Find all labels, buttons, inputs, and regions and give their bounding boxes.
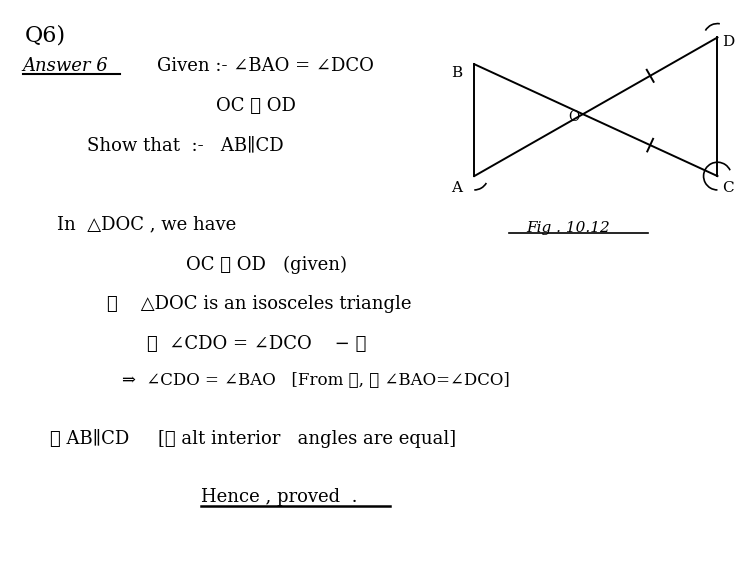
Text: ⇒  ∠CDO = ∠BAO   [From ⓘ, ∵ ∠BAO=∠DCO]: ⇒ ∠CDO = ∠BAO [From ⓘ, ∵ ∠BAO=∠DCO]: [122, 372, 510, 389]
Text: ∴    △DOC is an isosceles triangle: ∴ △DOC is an isosceles triangle: [107, 295, 411, 313]
Text: Given :- ∠BAO = ∠DCO: Given :- ∠BAO = ∠DCO: [157, 57, 373, 75]
Text: D: D: [722, 36, 735, 49]
Text: OC ≅ OD   (given): OC ≅ OD (given): [187, 255, 347, 274]
Text: O: O: [568, 110, 579, 123]
Text: In  △DOC , we have: In △DOC , we have: [57, 216, 236, 234]
Text: Fig . 10.12: Fig . 10.12: [526, 220, 611, 235]
Text: B: B: [451, 66, 462, 80]
Text: Q6): Q6): [25, 25, 66, 46]
Text: Hence , proved  .: Hence , proved .: [201, 488, 358, 506]
Text: A: A: [451, 181, 462, 195]
Text: ∴ AB∥CD     [∵ alt interior   angles are equal]: ∴ AB∥CD [∵ alt interior angles are equal…: [50, 429, 456, 448]
Text: ∴  ∠CDO = ∠DCO    − ⓘ: ∴ ∠CDO = ∠DCO − ⓘ: [147, 335, 366, 352]
Text: Show that  :-   AB∥CD: Show that :- AB∥CD: [87, 137, 284, 154]
Text: OC ≅ OD: OC ≅ OD: [216, 97, 296, 115]
Text: C: C: [722, 181, 734, 195]
Text: Answer 6: Answer 6: [23, 57, 108, 75]
